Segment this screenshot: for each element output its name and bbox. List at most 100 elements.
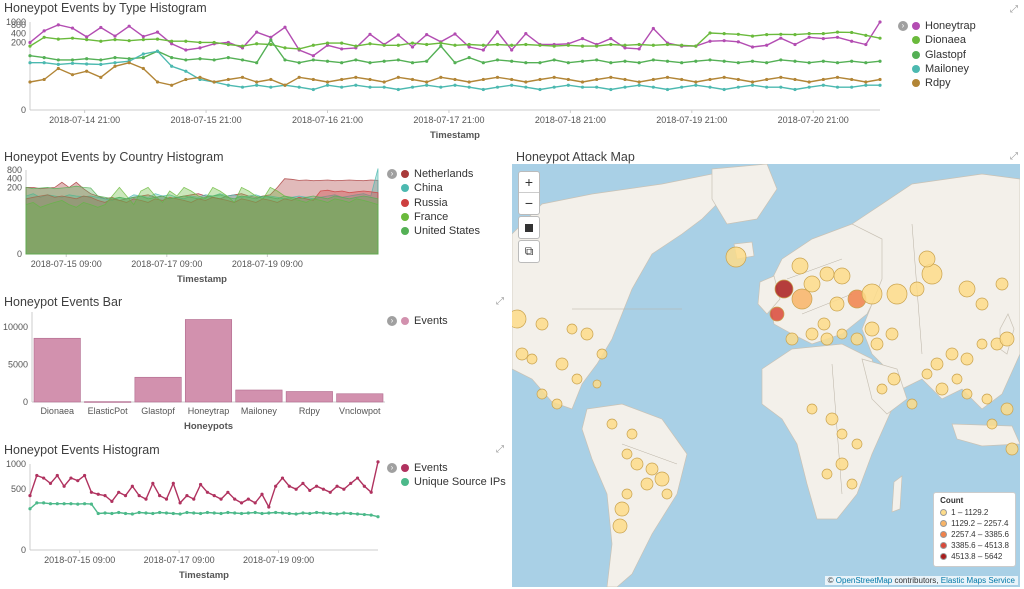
data-point[interactable] [637, 61, 641, 65]
data-point[interactable] [178, 512, 182, 516]
data-point[interactable] [62, 502, 66, 506]
data-point[interactable] [354, 75, 358, 79]
data-point[interactable] [765, 85, 769, 89]
data-point[interactable] [255, 30, 259, 34]
data-point[interactable] [85, 69, 89, 73]
data-point[interactable] [510, 83, 514, 87]
data-point[interactable] [680, 61, 684, 65]
data-point[interactable] [410, 85, 415, 89]
legend-item[interactable]: Unique Source IPs [401, 475, 506, 489]
data-point[interactable] [510, 48, 514, 52]
data-point[interactable] [127, 57, 131, 61]
bar[interactable] [285, 391, 333, 403]
data-point[interactable] [89, 502, 94, 506]
data-point[interactable] [192, 511, 196, 515]
data-point[interactable] [342, 487, 346, 491]
expand-arrows-icon[interactable]: ⤢ [496, 444, 504, 455]
data-point[interactable] [807, 32, 811, 36]
data-point[interactable] [99, 58, 103, 62]
data-point[interactable] [453, 32, 457, 36]
data-point[interactable] [623, 77, 627, 82]
data-point[interactable] [595, 58, 599, 62]
data-point[interactable] [694, 83, 698, 87]
expand-arrows-icon[interactable]: ⤢ [1010, 151, 1018, 162]
data-point[interactable] [623, 85, 627, 89]
data-point[interactable] [495, 75, 500, 79]
data-point[interactable] [708, 39, 712, 43]
data-point[interactable] [765, 43, 769, 47]
data-point[interactable] [410, 41, 415, 45]
attack-bubble[interactable] [791, 257, 809, 275]
data-point[interactable] [205, 510, 210, 515]
data-point[interactable] [269, 85, 273, 89]
data-point[interactable] [580, 59, 585, 63]
data-point[interactable] [198, 57, 202, 61]
data-point[interactable] [141, 38, 145, 42]
data-point[interactable] [89, 490, 94, 494]
data-point[interactable] [269, 42, 273, 47]
data-point[interactable] [793, 33, 797, 37]
expand-arrows-icon[interactable]: ⤢ [496, 296, 504, 307]
data-point[interactable] [141, 52, 145, 56]
legend-item[interactable]: Honeytrap [912, 19, 976, 33]
attack-bubble[interactable] [515, 347, 529, 361]
attack-bubble[interactable] [976, 338, 988, 350]
zoom-out-button[interactable]: − [524, 195, 534, 211]
data-point[interactable] [269, 35, 273, 39]
data-point[interactable] [453, 83, 457, 87]
data-point[interactable] [651, 58, 655, 62]
data-point[interactable] [495, 58, 500, 62]
data-point[interactable] [28, 80, 32, 84]
data-point[interactable] [368, 32, 372, 36]
data-point[interactable] [439, 85, 443, 89]
data-point[interactable] [850, 39, 854, 43]
data-point[interactable] [314, 484, 319, 488]
data-point[interactable] [481, 77, 485, 82]
data-point[interactable] [495, 30, 500, 34]
data-point[interactable] [835, 85, 840, 89]
attack-bubble[interactable] [820, 332, 834, 346]
bar[interactable] [134, 376, 182, 403]
data-point[interactable] [376, 460, 380, 464]
data-point[interactable] [170, 64, 174, 68]
data-point[interactable] [524, 32, 528, 36]
expand-arrows-icon[interactable]: ⤢ [1010, 4, 1018, 15]
data-point[interactable] [609, 42, 613, 47]
data-point[interactable] [240, 58, 245, 62]
attack-bubble[interactable] [614, 501, 630, 517]
data-point[interactable] [301, 481, 305, 485]
data-point[interactable] [198, 511, 203, 516]
data-point[interactable] [155, 49, 160, 53]
data-point[interactable] [552, 58, 556, 62]
data-point[interactable] [325, 59, 330, 63]
data-point[interactable] [170, 56, 174, 60]
data-point[interactable] [368, 85, 372, 89]
attack-bubble[interactable] [535, 317, 549, 331]
legend-item[interactable]: Glastopf [912, 48, 976, 62]
data-point[interactable] [821, 59, 825, 63]
attack-bubble[interactable] [640, 477, 654, 491]
data-point[interactable] [137, 510, 141, 515]
data-point[interactable] [274, 510, 278, 515]
data-point[interactable] [198, 40, 202, 45]
legend-item[interactable]: Dionaea [912, 33, 976, 47]
data-point[interactable] [793, 77, 797, 82]
data-point[interactable] [283, 83, 287, 87]
data-point[interactable] [255, 83, 259, 87]
data-point[interactable] [82, 473, 87, 478]
crop-button[interactable]: ⧉ [518, 240, 540, 263]
data-point[interactable] [321, 511, 326, 515]
attack-bubble[interactable] [930, 357, 944, 371]
data-point[interactable] [42, 501, 46, 505]
data-point[interactable] [297, 61, 301, 65]
data-point[interactable] [552, 44, 556, 48]
data-point[interactable] [171, 481, 175, 485]
data-point[interactable] [301, 511, 305, 515]
attack-bubble[interactable] [645, 462, 659, 476]
data-point[interactable] [396, 75, 400, 79]
data-point[interactable] [113, 64, 117, 68]
data-point[interactable] [765, 77, 769, 82]
bar[interactable] [84, 401, 132, 403]
data-point[interactable] [821, 83, 825, 87]
data-point[interactable] [155, 80, 160, 84]
